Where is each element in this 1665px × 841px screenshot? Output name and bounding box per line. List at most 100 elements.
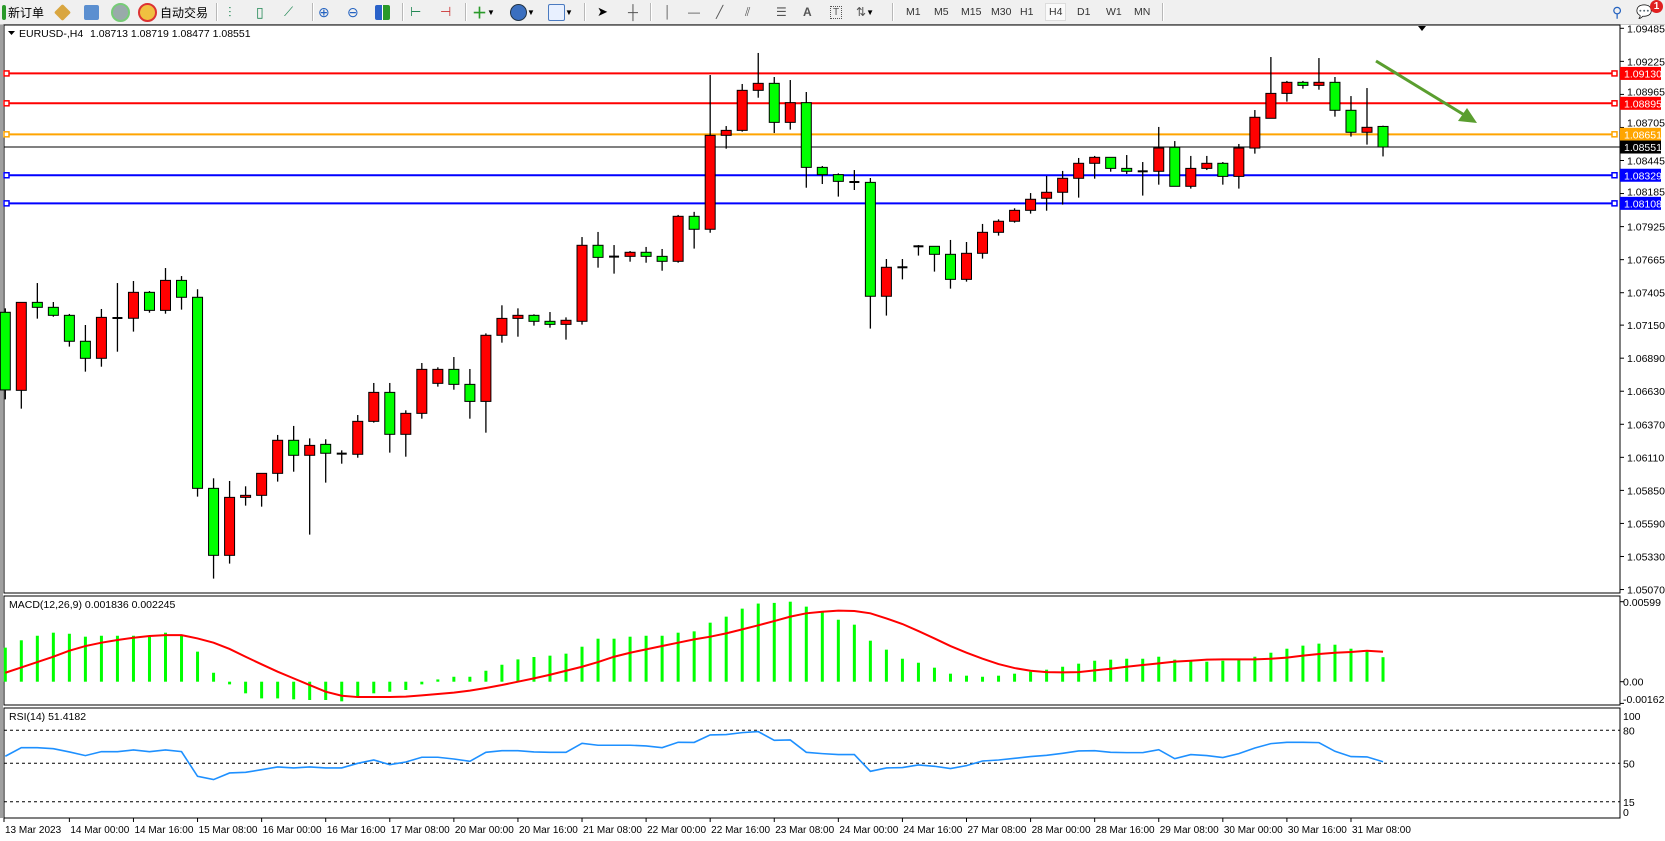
timeframe-h1[interactable]: H1 <box>1020 6 1034 18</box>
candle[interactable] <box>400 410 412 457</box>
candle[interactable] <box>1089 155 1101 179</box>
candle[interactable] <box>1265 57 1277 119</box>
candle[interactable] <box>384 382 396 453</box>
tile-windows-button[interactable] <box>375 3 390 21</box>
candle[interactable] <box>977 223 989 259</box>
candle[interactable] <box>240 486 252 506</box>
level-handle-left[interactable] <box>3 200 10 207</box>
level-handle-left[interactable] <box>3 70 10 77</box>
crosshair-button[interactable]: ┼ <box>628 3 638 21</box>
candle[interactable] <box>1057 170 1069 205</box>
candle[interactable] <box>1201 155 1213 171</box>
navigator-button[interactable] <box>84 3 99 21</box>
fibonacci-button[interactable]: ☰ <box>776 3 787 21</box>
chart-menu-triangle-icon[interactable] <box>8 31 15 35</box>
timeframe-h4[interactable]: H4 <box>1045 3 1067 21</box>
level-handle-left[interactable] <box>3 131 10 138</box>
line-chart-button[interactable]: ⟋ <box>284 3 293 21</box>
zoom-out-button[interactable]: ⊖ <box>347 3 359 21</box>
candle[interactable] <box>672 214 684 263</box>
candle[interactable] <box>127 281 139 332</box>
candle[interactable] <box>864 178 876 329</box>
candle[interactable] <box>528 314 540 326</box>
candle[interactable] <box>849 170 860 190</box>
candlestick-button[interactable]: ▯ <box>256 3 264 21</box>
candle[interactable] <box>496 305 508 343</box>
chart-shift-marker-icon[interactable] <box>1418 26 1426 31</box>
bar-chart-button[interactable]: ⫶ <box>228 3 232 21</box>
templates-button[interactable]: ▼ <box>548 3 573 21</box>
candle[interactable] <box>993 219 1005 236</box>
timeframe-mn[interactable]: MN <box>1134 6 1151 18</box>
candle[interactable] <box>256 472 268 507</box>
annotation-arrow[interactable] <box>1375 59 1477 123</box>
candle[interactable] <box>160 268 171 314</box>
candle[interactable] <box>880 259 892 316</box>
level-handle-left[interactable] <box>3 100 10 107</box>
auto-scroll-button[interactable]: ⊢ <box>410 3 421 21</box>
periods-button[interactable]: ▼ <box>510 3 535 21</box>
timeframe-d1[interactable]: D1 <box>1077 6 1091 18</box>
candle[interactable] <box>688 211 700 249</box>
timeframe-m1[interactable]: M1 <box>906 6 921 18</box>
arrows-button[interactable]: ⇅ ▼ <box>856 3 874 21</box>
candle[interactable] <box>304 438 316 535</box>
candle[interactable] <box>464 368 476 419</box>
chart-shift-button[interactable]: ⊣ <box>440 3 451 21</box>
candle[interactable] <box>176 276 188 310</box>
level-handle-left[interactable] <box>3 172 10 179</box>
signals-button[interactable] <box>111 2 130 22</box>
candle[interactable] <box>1041 176 1053 211</box>
candle[interactable] <box>560 317 572 340</box>
candle[interactable] <box>0 308 11 400</box>
candle[interactable] <box>1329 76 1341 117</box>
candle[interactable] <box>208 478 220 579</box>
candle[interactable] <box>544 312 556 328</box>
timeframe-m15[interactable]: M15 <box>961 6 982 18</box>
zoom-in-button[interactable]: ⊕ <box>318 3 330 21</box>
candle[interactable] <box>640 246 652 263</box>
candle[interactable] <box>752 52 764 98</box>
candle[interactable] <box>1217 162 1229 185</box>
candle[interactable] <box>512 308 524 337</box>
timeframe-m30[interactable]: M30 <box>991 6 1012 18</box>
level-handle-right[interactable] <box>1611 172 1618 179</box>
candle[interactable] <box>961 241 972 282</box>
candle[interactable] <box>224 480 236 564</box>
level-handle-right[interactable] <box>1611 100 1618 107</box>
candle[interactable] <box>320 439 332 483</box>
equidistant-channel-button[interactable]: ⫽ <box>745 3 750 21</box>
level-handle-right[interactable] <box>1611 70 1618 77</box>
trendline-button[interactable]: ╱ <box>716 3 723 21</box>
candle[interactable] <box>192 289 204 497</box>
candle[interactable] <box>15 301 27 409</box>
candle[interactable] <box>624 251 636 262</box>
level-handle-right[interactable] <box>1611 200 1618 207</box>
candle[interactable] <box>1345 96 1357 137</box>
candle[interactable] <box>1137 162 1148 196</box>
new-chart-button[interactable]: ＋ ▼ <box>472 3 495 22</box>
candle[interactable] <box>272 434 284 482</box>
horizontal-line-button[interactable]: — <box>688 3 700 21</box>
timeframe-m5[interactable]: M5 <box>934 6 949 18</box>
candle[interactable] <box>432 367 444 387</box>
candle[interactable] <box>352 414 364 458</box>
candle[interactable] <box>609 245 620 274</box>
candle[interactable] <box>1249 110 1261 154</box>
candle[interactable] <box>288 425 300 472</box>
candle[interactable] <box>1009 208 1021 223</box>
candle[interactable] <box>368 382 380 423</box>
candle[interactable] <box>79 324 91 372</box>
candle[interactable] <box>112 283 123 352</box>
candle[interactable] <box>832 173 844 197</box>
timeframe-w1[interactable]: W1 <box>1106 6 1122 18</box>
vertical-line-button[interactable]: │ <box>664 3 672 21</box>
cursor-button[interactable]: ➤ <box>597 3 608 21</box>
candle[interactable] <box>1233 143 1245 189</box>
candle[interactable] <box>448 357 460 390</box>
new-order-button[interactable]: 新订单 <box>2 3 44 21</box>
candle[interactable] <box>656 248 668 271</box>
candle[interactable] <box>704 74 716 233</box>
candle[interactable] <box>720 126 732 149</box>
